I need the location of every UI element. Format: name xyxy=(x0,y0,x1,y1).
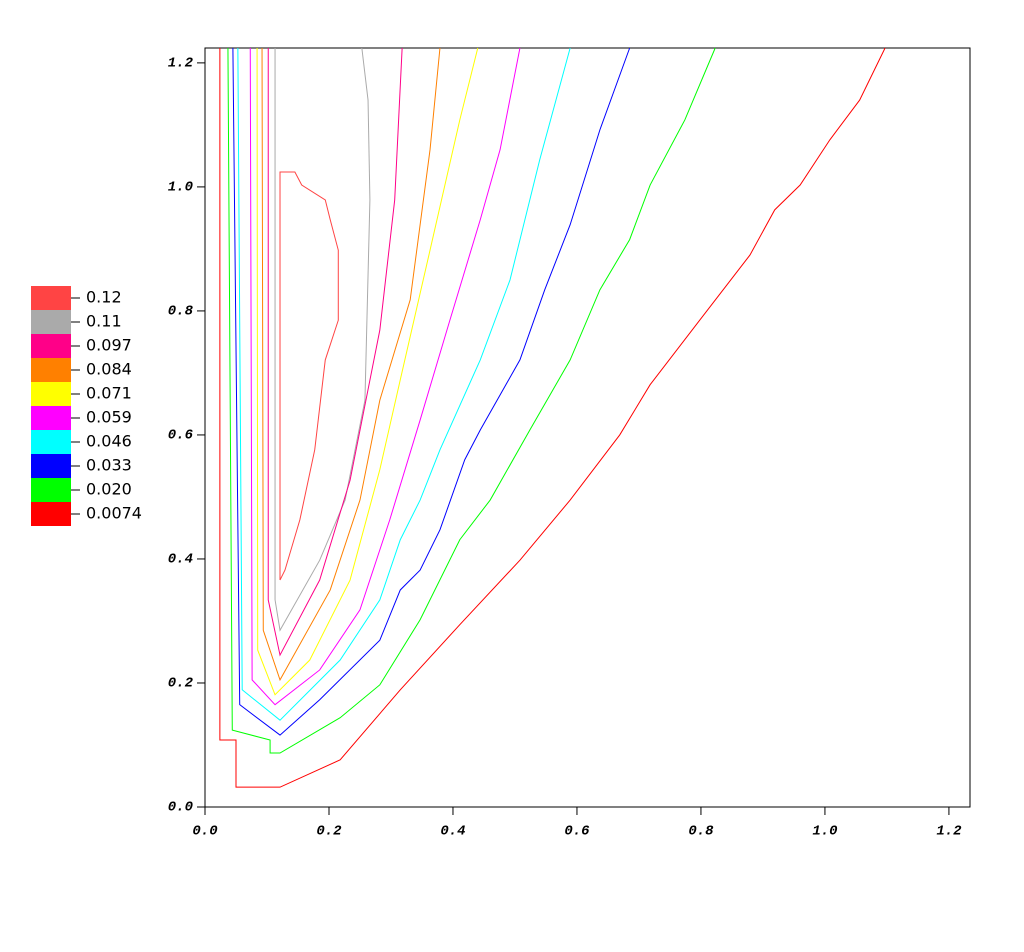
contour-line xyxy=(227,47,716,754)
legend-label: 0.059 xyxy=(86,408,132,427)
contour-line xyxy=(237,47,571,721)
contour-line xyxy=(232,47,631,736)
contour-line xyxy=(256,47,479,696)
contour-line xyxy=(274,47,371,632)
y-tick-label: 0.6 xyxy=(168,428,194,444)
contour-line xyxy=(261,47,441,682)
legend-label: 0.071 xyxy=(86,384,132,403)
x-tick-label: 0.4 xyxy=(440,824,465,840)
y-tick-label: 0.8 xyxy=(168,304,194,320)
y-tick-label: 1.2 xyxy=(168,56,194,72)
legend-swatch xyxy=(31,406,71,430)
x-tick-label: 0.8 xyxy=(688,824,714,840)
legend-label: 0.033 xyxy=(86,456,132,475)
legend-swatch xyxy=(31,334,71,358)
contour-line xyxy=(279,171,339,581)
x-tick-label: 0.6 xyxy=(564,824,590,840)
y-tick-label: 0.4 xyxy=(168,552,193,568)
x-tick-label: 0.0 xyxy=(192,824,217,840)
legend-swatch xyxy=(31,478,71,502)
legend-label: 0.020 xyxy=(86,480,132,499)
legend-label: 0.046 xyxy=(86,432,132,451)
legend-label: 0.11 xyxy=(86,312,122,331)
legend-swatch xyxy=(31,502,71,526)
legend-swatch xyxy=(31,382,71,406)
x-tick-label: 1.2 xyxy=(936,824,962,840)
legend-swatch xyxy=(31,310,71,334)
legend-label: 0.0074 xyxy=(86,504,142,523)
plot-frame xyxy=(204,47,971,808)
legend-label: 0.12 xyxy=(86,288,122,307)
y-tick-label: 1.0 xyxy=(168,180,193,196)
y-tick-label: 0.2 xyxy=(168,676,194,692)
contour-line xyxy=(219,47,886,788)
legend-swatch xyxy=(31,286,71,310)
legend-swatch xyxy=(31,430,71,454)
legend-swatch xyxy=(31,454,71,478)
x-tick-label: 1.0 xyxy=(812,824,837,840)
contour-line xyxy=(267,47,403,657)
x-tick-label: 0.2 xyxy=(316,824,342,840)
legend-label: 0.097 xyxy=(86,336,132,355)
contour-line xyxy=(249,47,521,706)
legend-swatch xyxy=(31,358,71,382)
y-tick-label: 0.0 xyxy=(168,800,193,816)
legend-label: 0.084 xyxy=(86,360,132,379)
